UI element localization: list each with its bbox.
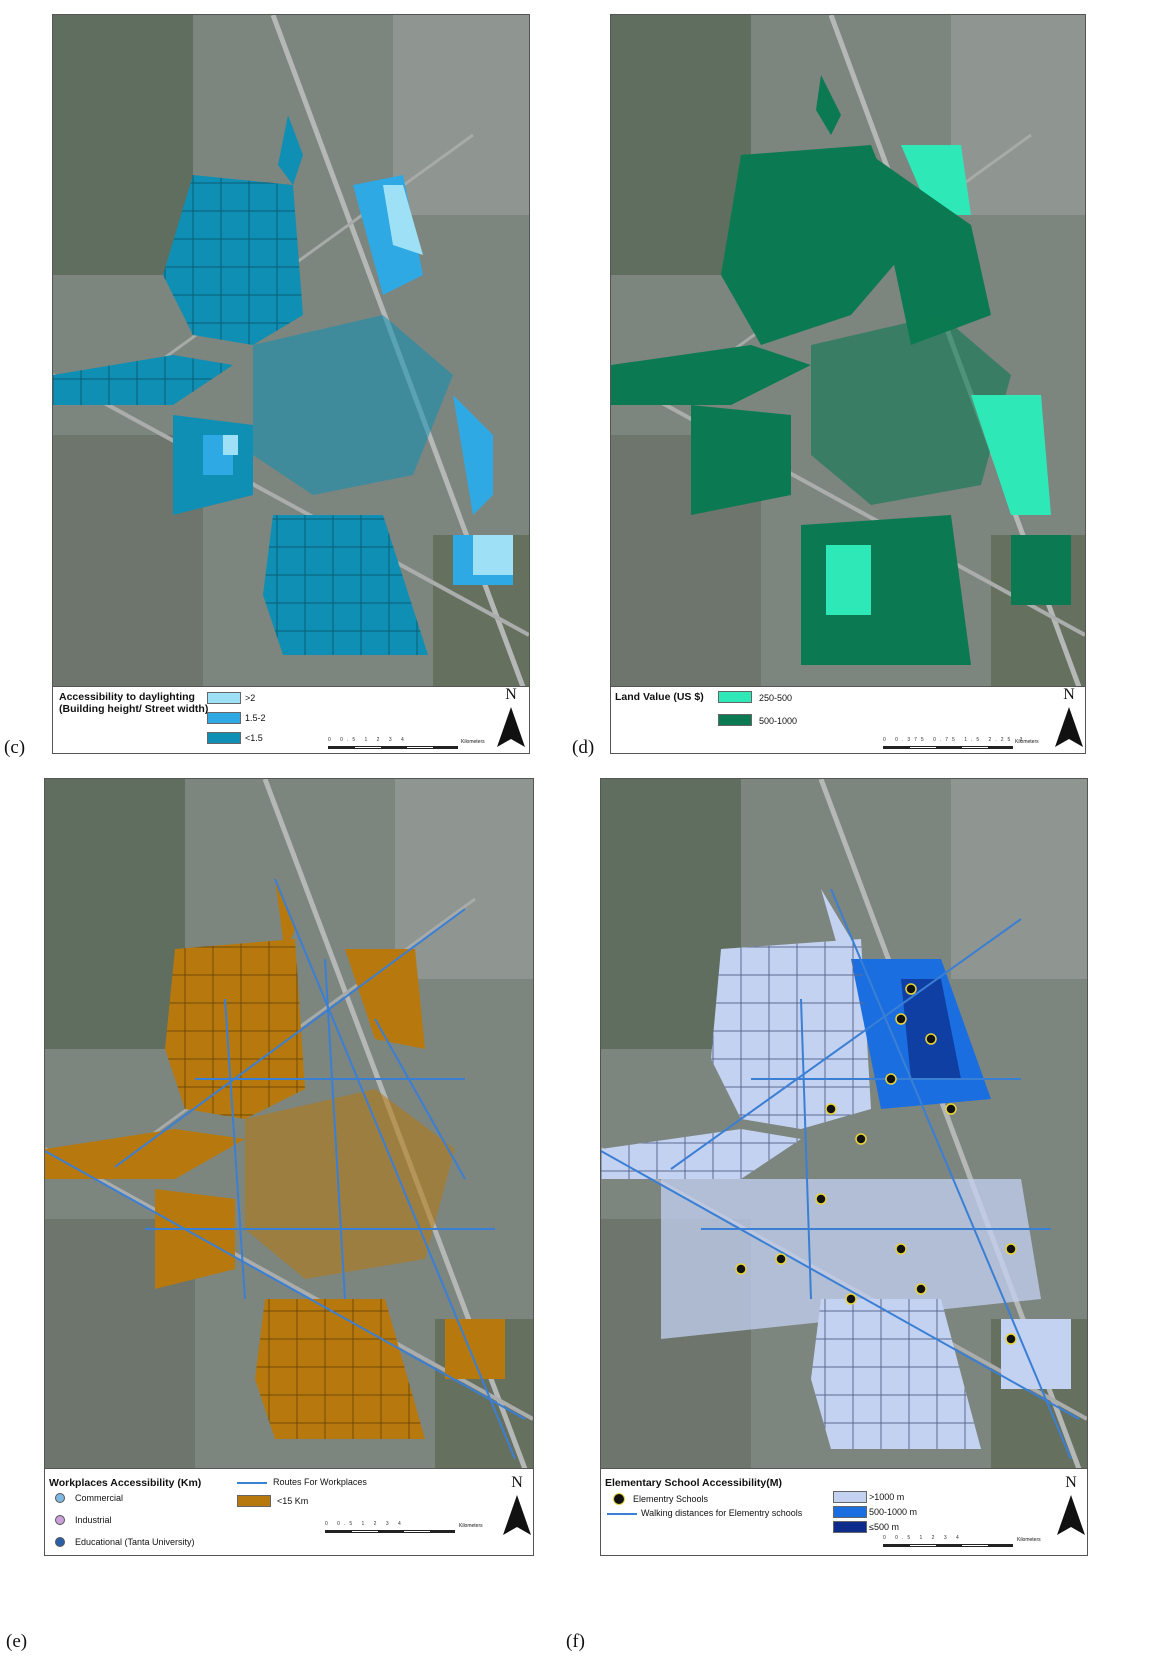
swatch-c-lt15 <box>207 732 241 744</box>
scale-unit-e: Kilometers <box>459 1523 483 1529</box>
legend-title-d: Land Value (US $) <box>615 691 704 703</box>
legend-e: Workplaces Accessibility (Km) Commercial… <box>44 1468 534 1556</box>
school-icon <box>613 1493 625 1505</box>
scale-ticks-c: 0 0.5 1 2 3 4 <box>328 737 408 743</box>
legend-f-500-1000: 500-1000 m <box>869 1507 918 1517</box>
legend-c-15-2: 1.5-2 <box>245 713 266 723</box>
map-d <box>610 14 1086 688</box>
scale-unit-d: Kilometers <box>1015 739 1039 745</box>
map-c <box>52 14 530 688</box>
legend-f-schools: Elementry Schools <box>633 1494 709 1504</box>
panel-label-f: (f) <box>566 1631 585 1652</box>
scale-ticks-e: 0 0.5 1 2 3 4 <box>325 1521 405 1527</box>
north-arrow-icon <box>1055 707 1083 747</box>
swatch-e-lt15 <box>237 1495 271 1507</box>
legend-e-lt15: <15 Km <box>277 1496 309 1506</box>
swatch-f-le500 <box>833 1521 867 1533</box>
educational-icon <box>55 1537 65 1547</box>
legend-d: Land Value (US $) 250-500 500-1000 0 0.3… <box>610 686 1086 754</box>
satellite-map-c <box>53 15 529 687</box>
north-arrow-icon <box>503 1495 531 1535</box>
north-arrow-icon <box>497 707 525 747</box>
scale-bar-d <box>883 746 1013 749</box>
scale-bar-e <box>325 1530 455 1533</box>
panel-label-d: (d) <box>572 737 595 758</box>
panel-label-c: (c) <box>4 737 26 758</box>
north-arrow-icon <box>1057 1495 1085 1535</box>
swatch-f-500-1000 <box>833 1506 867 1518</box>
scale-ticks-d: 0 0.375 0.75 1.5 2.25 3 <box>883 737 1027 743</box>
route-line-swatch <box>237 1482 267 1484</box>
legend-e-commercial: Commercial <box>75 1493 124 1503</box>
satellite-map-f <box>601 779 1087 1469</box>
legend-d-250-500: 250-500 <box>759 693 793 703</box>
legend-e-industrial: Industrial <box>75 1515 112 1525</box>
north-arrow-c: N <box>493 687 529 751</box>
north-arrow-e: N <box>499 1475 535 1539</box>
scalebar-c: 0 0.5 1 2 3 4 <box>328 737 458 749</box>
scale-ticks-f: 0 0.5 1 2 3 4 <box>883 1535 963 1541</box>
map-e <box>44 778 534 1470</box>
swatch-d-500-1000 <box>718 714 752 726</box>
industrial-icon <box>55 1515 65 1525</box>
scalebar-f: 0 0.5 1 2 3 4 <box>883 1535 1013 1547</box>
legend-title-e: Workplaces Accessibility (Km) <box>49 1477 202 1489</box>
walk-line-swatch <box>607 1513 637 1515</box>
scalebar-d: 0 0.375 0.75 1.5 2.25 3 <box>883 737 1022 749</box>
satellite-map-d <box>611 15 1085 687</box>
legend-d-500-1000: 500-1000 <box>759 716 798 726</box>
scale-unit-c: Kilometers <box>461 739 485 745</box>
swatch-c-15-2 <box>207 712 241 724</box>
legend-f-le500: ≤500 m <box>869 1522 899 1532</box>
scale-bar-f <box>883 1544 1013 1547</box>
satellite-map-e <box>45 779 533 1469</box>
north-arrow-f: N <box>1053 1475 1089 1539</box>
swatch-d-250-500 <box>718 691 752 703</box>
scalebar-e: 0 0.5 1 2 3 4 <box>325 1521 455 1533</box>
legend-c-gt2: >2 <box>245 693 256 703</box>
commercial-icon <box>55 1493 65 1503</box>
legend-c-lt15: <1.5 <box>245 733 263 743</box>
legend-e-educational: Educational (Tanta University) <box>75 1537 195 1547</box>
legend-f: Elementary School Accessibility(M) Eleme… <box>600 1468 1088 1556</box>
legend-e-routes: Routes For Workplaces <box>273 1477 367 1487</box>
legend-f-walking: Walking distances for Elementry schools <box>641 1508 803 1518</box>
legend-c: Accessibility to daylighting (Building h… <box>52 686 530 754</box>
legend-title-f: Elementary School Accessibility(M) <box>605 1477 782 1489</box>
legend-f-gt1000: >1000 m <box>869 1492 905 1502</box>
north-arrow-d: N <box>1051 687 1087 751</box>
legend-title-c-line2: (Building height/ Street width) <box>59 703 209 715</box>
scale-unit-f: Kilometers <box>1017 1537 1041 1543</box>
legend-title-c-line1: Accessibility to daylighting <box>59 691 195 703</box>
panel-label-e: (e) <box>6 1631 28 1652</box>
swatch-c-gt2 <box>207 692 241 704</box>
scale-bar-c <box>328 746 458 749</box>
swatch-f-gt1000 <box>833 1491 867 1503</box>
map-f <box>600 778 1088 1470</box>
